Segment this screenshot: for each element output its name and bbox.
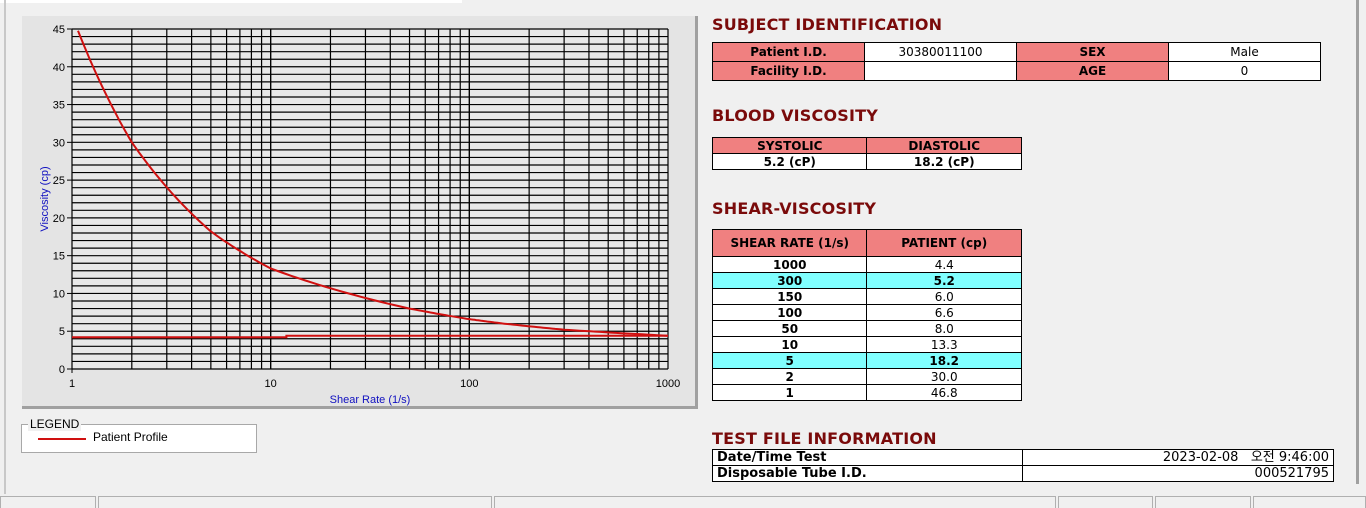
patient-value-cell: 5.2	[866, 272, 1022, 289]
shear-rate-cell: 1	[711, 384, 868, 401]
series-baseline	[72, 334, 668, 339]
patient-value-cell: 18.2	[866, 352, 1022, 369]
y-tick-label: 40	[53, 62, 65, 74]
age-label: AGE	[1016, 61, 1169, 81]
status-segment	[1253, 496, 1366, 508]
tube-id-value: 000521795	[1022, 465, 1334, 482]
scrollbar[interactable]	[1356, 0, 1359, 484]
blood-viscosity-table: SYSTOLIC DIASTOLIC 5.2 (cP) 18.2 (cP)	[711, 137, 1022, 170]
subject-table: Patient I.D. 30380011100 SEX Male Facility …	[712, 42, 1321, 81]
patient-header: PATIENT (cp)	[866, 229, 1022, 257]
sex-label: SEX	[1016, 42, 1169, 62]
shear-row: 5 18.2	[711, 352, 1022, 369]
status-segment	[1058, 496, 1153, 508]
shear-rate-cell: 2	[711, 368, 868, 385]
patient-value-cell: 30.0	[866, 368, 1022, 385]
status-segment	[494, 496, 1056, 508]
series-patient-profile	[77, 30, 669, 337]
patient-value-cell: 8.0	[866, 320, 1022, 337]
x-tick-label: 10	[265, 378, 277, 390]
patient-value-cell: 4.4	[866, 256, 1022, 273]
shear-row: 300 5.2	[711, 272, 1022, 289]
patient-value-cell: 13.3	[866, 336, 1022, 353]
y-tick-label: 45	[53, 24, 65, 36]
y-tick-label: 35	[53, 100, 65, 112]
status-segment	[98, 496, 492, 508]
legend-title: LEGEND	[28, 417, 82, 431]
diastolic-label: DIASTOLIC	[866, 137, 1022, 154]
legend: LEGEND Patient Profile	[21, 417, 257, 453]
status-segment	[1155, 496, 1251, 508]
legend-item-label: Patient Profile	[93, 430, 168, 444]
y-tick-label: 10	[53, 288, 65, 300]
left-edge	[4, 0, 6, 494]
subject-heading: SUBJECT IDENTIFICATION	[712, 15, 943, 34]
shear-rate-cell: 300	[711, 272, 868, 289]
systolic-label: SYSTOLIC	[711, 137, 868, 154]
patient-id-label: Patient I.D.	[712, 42, 865, 62]
date-time-value: 2023-02-08 오전 9:46:00	[1022, 449, 1334, 466]
top-bar	[0, 0, 462, 3]
y-tick-label: 25	[53, 175, 65, 187]
legend-line-swatch	[38, 438, 86, 440]
shear-row: 1000 4.4	[711, 256, 1022, 273]
age-value: 0	[1168, 61, 1321, 81]
date-time-label: Date/Time Test	[712, 449, 1023, 466]
shear-row: 1 46.8	[711, 384, 1022, 401]
sex-value: Male	[1168, 42, 1321, 62]
shear-rate-cell: 10	[711, 336, 868, 353]
chart-panel: 0 5 10 15 20 25 30 35 40 45 1 10 100 1000 Shear Rate (…	[22, 16, 698, 409]
x-tick-label: 100	[460, 378, 478, 390]
y-tick-label: 15	[53, 251, 65, 263]
shear-row: 150 6.0	[711, 288, 1022, 305]
diastolic-value: 18.2 (cP)	[866, 153, 1022, 170]
tube-id-label: Disposable Tube I.D.	[712, 465, 1023, 482]
patient-value-cell: 6.0	[866, 288, 1022, 305]
patient-id-value: 30380011100	[864, 42, 1017, 62]
facility-id-value	[864, 61, 1017, 81]
x-tick-label: 1000	[656, 378, 680, 390]
status-segment	[0, 496, 96, 508]
shear-rate-cell: 50	[711, 320, 868, 337]
shear-rate-header: SHEAR RATE (1/s)	[711, 229, 868, 257]
systolic-value: 5.2 (cP)	[711, 153, 868, 170]
shear-row: 50 8.0	[711, 320, 1022, 337]
plot-area	[72, 29, 668, 369]
patient-value-cell: 6.6	[866, 304, 1022, 321]
patient-value-cell: 46.8	[866, 384, 1022, 401]
x-axis-label: Shear Rate (1/s)	[330, 394, 411, 406]
shear-row: 2 30.0	[711, 368, 1022, 385]
testfile-heading: TEST FILE INFORMATION	[712, 429, 937, 448]
shear-rate-cell: 100	[711, 304, 868, 321]
y-tick-label: 30	[53, 137, 65, 149]
y-tick-label: 20	[53, 213, 65, 225]
y-tick-label: 5	[59, 326, 65, 338]
x-tick-label: 1	[69, 378, 75, 390]
viscosity-chart: 0 5 10 15 20 25 30 35 40 45 1 10 100 1000 Shear Rate (…	[39, 24, 680, 406]
shear-row: 10 13.3	[711, 336, 1022, 353]
shear-row: 100 6.6	[711, 304, 1022, 321]
y-axis-label: Viscosity (cp)	[39, 166, 51, 231]
shear-rate-cell: 150	[711, 288, 868, 305]
test-file-table: Date/Time Test 2023-02-08 오전 9:46:00 Disp…	[712, 449, 1334, 482]
shear-viscosity-table: SHEAR RATE (1/s) PATIENT (cp) 1000 4.4 300 5…	[711, 229, 1022, 401]
y-tick-label: 0	[59, 364, 65, 376]
shear-rate-cell: 5	[711, 352, 868, 369]
blood-heading: BLOOD VISCOSITY	[712, 106, 879, 125]
shear-rate-cell: 1000	[711, 256, 868, 273]
shear-heading: SHEAR-VISCOSITY	[712, 199, 877, 218]
facility-id-label: Facility I.D.	[712, 61, 865, 81]
